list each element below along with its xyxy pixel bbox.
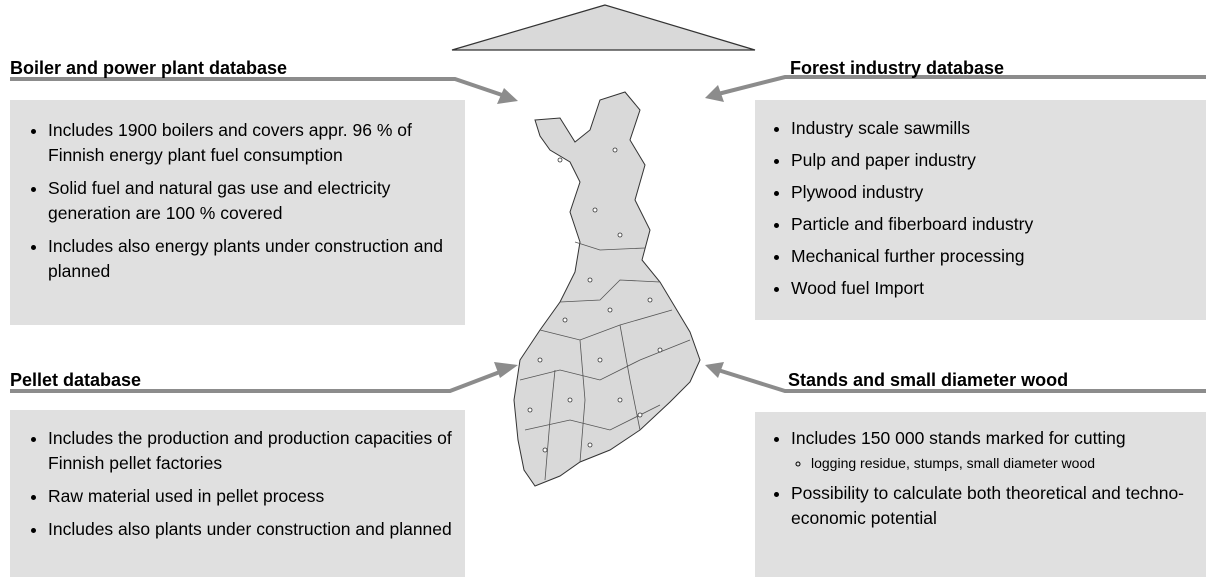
site [527,407,533,413]
site [657,347,663,353]
panel-title: Forest industry database [790,58,1005,78]
connector [10,368,506,393]
bullet-text: Plywood industry [791,182,924,202]
site [562,317,568,323]
site [612,147,618,153]
bullet-item: Includes the production and production c… [48,426,455,476]
site [617,232,623,238]
panel-box: Industry scale sawmills Pulp and paper in… [755,100,1206,320]
panel-title: Pellet database [10,370,142,390]
bullet-text: Wood fuel Import [791,278,924,298]
arrowhead [497,88,518,104]
connector [717,368,1206,393]
panel-title: Stands and small diameter wood [788,370,1069,390]
bullet-text: Solid fuel and natural gas use and elect… [48,178,391,223]
bullet-item: Mechanical further processing [791,244,1196,268]
bullet-text: Includes also plants under construction … [48,519,452,539]
region-border [539,309,673,341]
bullet-text: Includes 150 000 stands marked for cutti… [791,428,1126,448]
site [592,207,598,213]
bullet-text: Particle and fiberboard industry [791,214,1034,234]
bullet-text: Industry scale sawmills [791,118,970,138]
panel-box: Includes the production and production c… [10,410,465,577]
bullet-text: Includes the production and production c… [48,428,452,473]
bullet-item: Includes also energy plants under constr… [48,234,455,284]
bullet-text: Possibility to calculate both theoretica… [791,483,1185,528]
bullet-item: Plywood industry [791,180,1196,204]
map-finland [513,91,701,487]
bullet-text: Pulp and paper industry [791,150,976,170]
bullet-item: Includes 1900 boilers and covers appr. 9… [48,118,455,168]
site [607,307,613,313]
bullet-item: Particle and fiberboard industry [791,212,1196,236]
panel-title: Boiler and power plant database [10,58,288,78]
site [597,357,603,363]
site [587,442,593,448]
region-border [619,324,641,431]
bullet-list: Includes 1900 boilers and covers appr. 9… [24,118,455,284]
sub-bullet: logging residue, stumps, small diameter … [811,453,1196,473]
arrowhead [494,362,518,378]
bullet-item: Includes also plants under construction … [48,517,455,542]
connector [717,75,1206,96]
bullet-list: Includes 150 000 stands marked for cutti… [767,426,1196,531]
bullet-text: Includes 1900 boilers and covers appr. 9… [48,120,412,165]
bullet-text: Raw material used in pellet process [48,486,325,506]
bullet-text: Includes also energy plants under constr… [48,236,443,281]
arrowhead [705,362,724,378]
panel-box: Includes 150 000 stands marked for cutti… [755,412,1206,577]
bullet-list: Includes the production and production c… [24,426,455,542]
site [637,412,643,418]
site [587,277,593,283]
bullet-item: Solid fuel and natural gas use and elect… [48,176,455,226]
bullet-item: Raw material used in pellet process [48,484,455,509]
bullet-item: Possibility to calculate both theoretica… [791,481,1196,531]
connectors [10,75,1206,393]
site [537,357,543,363]
triangle [451,4,756,51]
panel-box: Includes 1900 boilers and covers appr. 9… [10,100,465,325]
site [647,297,653,303]
bullet-item: Wood fuel Import [791,276,1196,300]
site [617,397,623,403]
arrowhead [705,85,724,102]
site [557,157,563,163]
connector [10,77,506,98]
site [542,447,548,453]
bullet-item: Includes 150 000 stands marked for cutti… [791,426,1196,473]
region-border [559,279,661,303]
site [567,397,573,403]
region-border [574,241,646,251]
bullet-item: Pulp and paper industry [791,148,1196,172]
arrowheads [494,85,724,378]
region-border [519,339,691,381]
bullet-list: Industry scale sawmills Pulp and paper in… [767,116,1196,300]
map-sites [527,147,663,453]
bullet-text: Mechanical further processing [791,246,1025,266]
region-border [524,404,661,431]
map-regions [519,241,691,481]
region-border [544,369,556,481]
sub-list: logging residue, stumps, small diameter … [791,453,1196,473]
region-border [579,339,586,463]
bullet-item: Industry scale sawmills [791,116,1196,140]
